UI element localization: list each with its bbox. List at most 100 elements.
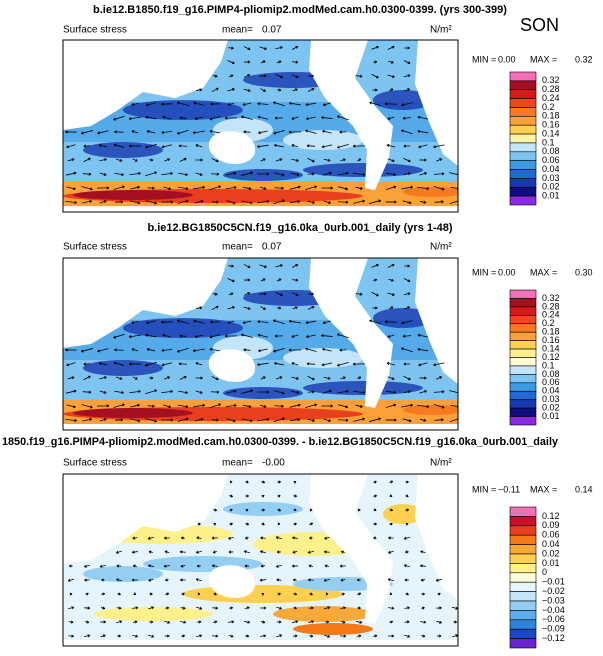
wind-arrow-head [215,87,219,91]
wind-arrow [81,130,93,134]
wind-arrow-head [179,116,183,120]
wind-arrow [243,264,251,268]
wind-arrow [243,131,251,133]
wind-arrow [209,334,221,338]
wind-arrow [338,186,348,190]
wind-arrow [194,418,204,422]
wind-arrow [228,536,234,540]
wind-arrow [290,419,300,421]
wind-arrow [387,334,395,338]
colorbar-swatch [509,600,537,611]
wind-arrow-head [257,320,261,324]
wind-arrow-head [390,508,393,512]
colorbar-swatch [509,619,537,630]
wind-arrow [291,144,299,148]
wind-arrow-head [233,171,237,175]
wind-arrow-head [215,159,219,163]
wind-arrow-head [231,61,235,65]
wind-arrow-head [391,377,395,380]
colorbar-swatch [509,331,537,341]
wind-arrow-head [418,145,422,149]
wind-arrow [131,102,139,106]
colorbar-label: 0.04 [542,164,560,174]
wind-arrow-head [408,172,411,176]
wind-arrow [113,404,125,408]
wind-arrow-head [249,201,253,205]
wind-arrow [322,348,332,352]
wind-arrow-head [305,347,309,351]
wind-arrow-head [148,550,152,554]
wind-arrow-head [374,522,377,526]
wind-arrow-head [163,564,167,568]
wind-arrow-head [150,620,154,624]
colorbar-label: 0.09 [542,520,560,530]
wind-arrow-head [145,363,148,367]
wind-arrow-head [183,375,187,379]
wind-arrow-head [88,172,92,176]
wind-arrow-head [214,508,218,512]
colorbar-label: 0.18 [542,111,560,121]
colorbar-label: 0.03 [542,173,560,183]
wind-arrow-head [433,363,437,367]
wind-arrow [433,186,445,190]
wind-arrow [306,145,316,147]
wind-arrow [386,390,396,394]
wind-arrow [195,172,203,176]
colorbar-label: 0.32 [542,293,560,303]
wind-arrow-head [114,130,117,134]
map-frame [62,473,459,647]
mean-value: -0.00 [262,458,285,469]
wind-arrow-head [154,201,157,205]
colorbar-label: 0.01 [542,558,560,568]
wind-arrow [244,550,250,554]
wind-arrow [449,172,458,176]
wind-arrow [307,88,315,92]
wind-arrow [417,404,429,408]
wind-arrow-head [294,592,298,596]
wind-arrow [227,320,235,324]
wind-arrow-head [278,60,282,64]
wind-arrow-head [146,321,149,325]
wind-arrow [243,306,251,310]
wind-arrow [321,335,333,337]
wind-arrow [305,348,317,352]
wind-arrow-head [294,306,298,310]
wind-arrow [403,376,411,380]
wind-arrow-head [406,620,410,624]
wind-arrow-head [135,606,139,610]
wind-arrow-head [325,592,329,596]
wind-arrow-head [422,592,425,596]
wind-arrow-head [209,347,213,351]
wind-arrow [275,264,283,268]
wind-arrow [243,46,251,50]
wind-arrow-head [391,634,395,638]
wind-arrow-head [131,102,135,106]
wind-arrow [260,306,266,310]
wind-arrow [228,47,234,49]
wind-arrow [289,186,301,190]
min-value: 0.00 [498,267,516,277]
wind-arrow-head [441,172,445,176]
wind-arrow-head [232,201,236,205]
wind-arrow [323,158,331,162]
wind-arrow-head [359,620,363,624]
colorbar-swatch [509,298,537,308]
wind-arrow-head [170,200,174,204]
wind-arrow-head [146,103,149,107]
wind-arrow [65,200,77,204]
wind-arrow-head [401,321,405,325]
wind-arrow [209,130,221,134]
wind-arrow-head [311,172,315,176]
wind-arrow-head [167,620,171,624]
wind-arrow-head [195,578,199,582]
wind-arrow-head [358,592,362,596]
wind-arrow-head [424,376,427,380]
wind-arrow-head [306,362,310,366]
wind-arrow-head [278,88,282,92]
wind-arrow-head [281,199,285,203]
wind-arrow-head [246,522,250,526]
wind-arrow-head [314,403,318,407]
wind-arrow-head [101,578,105,582]
land [208,349,256,382]
wind-arrow-head [89,405,93,409]
